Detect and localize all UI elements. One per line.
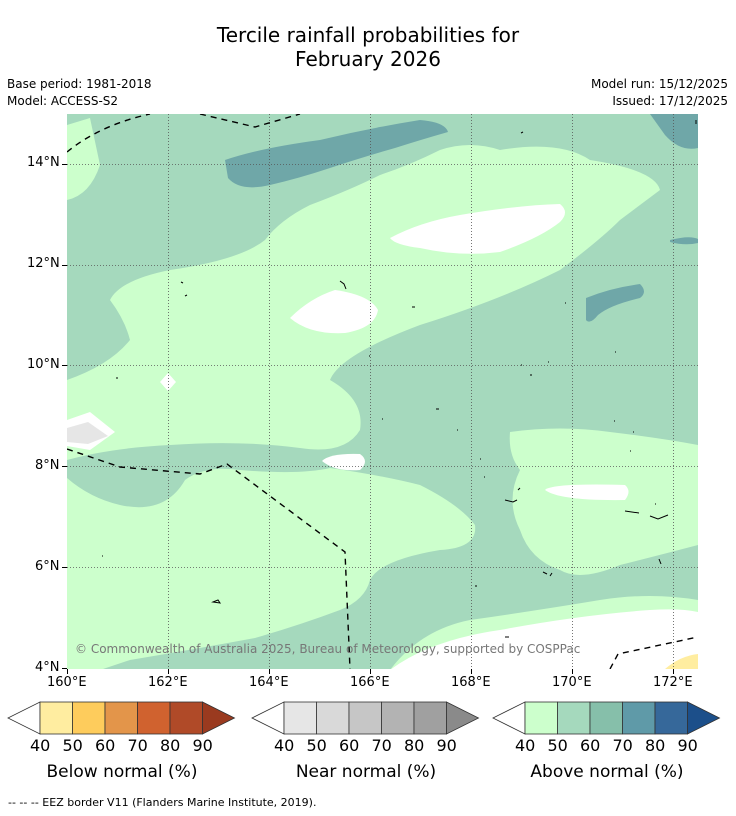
eez-border xyxy=(67,114,698,669)
colorbar-tick-label: 50 xyxy=(547,736,568,755)
title-line-1: Tercile rainfall probabilities for xyxy=(216,23,520,47)
colorbar-swatch xyxy=(348,701,382,735)
colorbar-swatch xyxy=(381,701,415,735)
gridlines xyxy=(67,114,698,669)
colorbar-min-arrow xyxy=(7,701,41,735)
colorbar-max-arrow xyxy=(202,701,236,735)
colorbar-swatch xyxy=(72,701,106,735)
colorbar-above xyxy=(492,701,721,735)
lat-tick-14n: 14°N xyxy=(27,155,60,170)
colorbar-tick-label: 70 xyxy=(127,736,148,755)
colorbar-below xyxy=(7,701,236,735)
colorbar-min-arrow xyxy=(492,701,526,735)
colorbar-tick-label: 60 xyxy=(339,736,360,755)
above-normal-title: Above normal (%) xyxy=(530,762,684,782)
colorbar-tick-label: 90 xyxy=(192,736,213,755)
colorbar-tick-label: 80 xyxy=(160,736,181,755)
lon-tick-172e: 172°E xyxy=(653,675,693,690)
near-normal-title: Near normal (%) xyxy=(295,762,437,782)
colorbar-tick-label: 60 xyxy=(95,736,116,755)
colorbar-swatch xyxy=(413,701,447,735)
colorbar-swatch xyxy=(137,701,171,735)
axis-ticks xyxy=(62,164,674,674)
colorbar-tick-label: 70 xyxy=(371,736,392,755)
colorbar-swatch xyxy=(283,701,317,735)
islands xyxy=(102,120,697,638)
colorbar-tick-label: 90 xyxy=(677,736,698,755)
lon-tick-168e: 168°E xyxy=(451,675,491,690)
title-line-2: February 2026 xyxy=(295,47,441,71)
colorbar-swatch xyxy=(316,701,350,735)
colorbar-tick-label: 40 xyxy=(30,736,51,755)
colorbar-tick-label: 40 xyxy=(515,736,536,755)
colorbar-tick-label: 50 xyxy=(62,736,83,755)
colorbar-min-arrow xyxy=(251,701,285,735)
colorbar-tick-label: 50 xyxy=(306,736,327,755)
colorbar-tick-label: 60 xyxy=(580,736,601,755)
above-40-50-region xyxy=(67,118,698,669)
issued-date: Issued: 17/12/2025 xyxy=(612,94,728,108)
colorbar-tick-label: 70 xyxy=(612,736,633,755)
map-area xyxy=(67,114,698,669)
lon-tick-162e: 162°E xyxy=(148,675,188,690)
colorbar-swatch xyxy=(104,701,138,735)
lat-tick-10n: 10°N xyxy=(27,357,60,372)
lon-tick-160e: 160°E xyxy=(47,675,87,690)
below-normal-title: Below normal (%) xyxy=(46,762,198,782)
colorbar-max-arrow xyxy=(687,701,721,735)
copyright-notice: © Commonwealth of Australia 2025, Bureau… xyxy=(75,642,580,656)
colorbar-swatch xyxy=(169,701,203,735)
colorbar-max-arrow xyxy=(446,701,480,735)
lon-tick-164e: 164°E xyxy=(249,675,289,690)
colorbar-swatch xyxy=(622,701,656,735)
colorbar-tick-label: 80 xyxy=(645,736,666,755)
lat-tick-8n: 8°N xyxy=(35,458,60,473)
below-40-50-region xyxy=(665,654,698,669)
lat-tick-12n: 12°N xyxy=(27,256,60,271)
lon-tick-170e: 170°E xyxy=(552,675,592,690)
above-60-70-region xyxy=(225,120,448,188)
colorbar-swatch xyxy=(589,701,623,735)
colorbar-swatch xyxy=(39,701,73,735)
colorbar-tick-label: 80 xyxy=(404,736,425,755)
model-run: Model run: 15/12/2025 xyxy=(590,77,728,91)
colorbar-tick-label: 90 xyxy=(436,736,457,755)
base-period: Base period: 1981-2018 xyxy=(7,77,152,91)
lat-tick-4n: 4°N xyxy=(35,660,60,675)
colorbar-near xyxy=(251,701,480,735)
colorbar-swatch xyxy=(557,701,591,735)
eez-footer: -- -- -- EEZ border V11 (Flanders Marine… xyxy=(8,796,317,809)
lon-tick-166e: 166°E xyxy=(350,675,390,690)
near-normal-region xyxy=(67,422,108,444)
model-name: Model: ACCESS-S2 xyxy=(7,94,119,108)
colorbar-swatch xyxy=(654,701,688,735)
colorbar-tick-label: 40 xyxy=(274,736,295,755)
white-region xyxy=(390,204,565,254)
lat-tick-6n: 6°N xyxy=(35,559,60,574)
colorbar-swatch xyxy=(524,701,558,735)
